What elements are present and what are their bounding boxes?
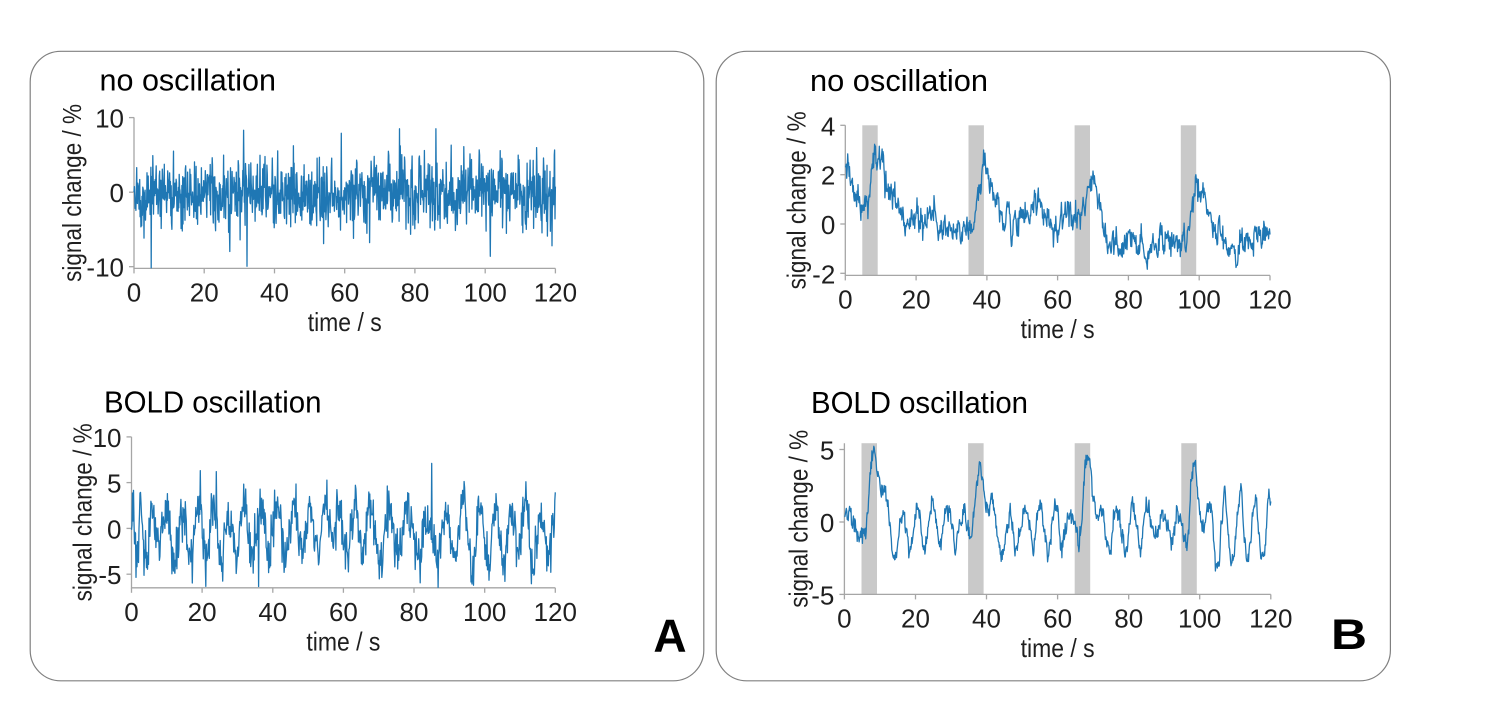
svg-text:0: 0	[821, 210, 835, 240]
svg-text:20: 20	[901, 603, 930, 633]
svg-text:10: 10	[95, 104, 124, 134]
svg-text:40: 40	[260, 277, 289, 307]
svg-text:0: 0	[124, 597, 138, 627]
svg-text:100: 100	[464, 277, 507, 307]
svg-text:4: 4	[821, 111, 835, 141]
svg-text:0: 0	[127, 277, 141, 307]
svg-text:80: 80	[400, 597, 429, 627]
svg-text:-5: -5	[811, 580, 834, 610]
svg-text:100: 100	[1178, 603, 1221, 633]
svg-text:80: 80	[1114, 284, 1143, 314]
svg-text:-5: -5	[98, 560, 121, 590]
svg-text:time / s: time / s	[1021, 314, 1095, 344]
svg-text:time / s: time / s	[1021, 633, 1095, 663]
svg-text:B: B	[1331, 611, 1367, 659]
svg-text:no oscillation: no oscillation	[100, 63, 277, 98]
svg-text:BOLD oscillation: BOLD oscillation	[104, 384, 322, 419]
svg-text:60: 60	[330, 277, 359, 307]
svg-text:120: 120	[534, 597, 577, 627]
svg-text:60: 60	[1043, 284, 1072, 314]
svg-text:time / s: time / s	[306, 627, 380, 657]
svg-text:100: 100	[463, 597, 506, 627]
svg-text:0: 0	[837, 603, 851, 633]
svg-text:signal change / %: signal change / %	[68, 423, 98, 601]
svg-text:0: 0	[820, 508, 834, 538]
svg-text:10: 10	[93, 423, 122, 453]
svg-text:BOLD oscillation: BOLD oscillation	[811, 385, 1028, 420]
svg-text:80: 80	[400, 277, 429, 307]
svg-text:80: 80	[1114, 603, 1143, 633]
svg-text:signal change / %: signal change / %	[784, 430, 814, 608]
svg-text:A: A	[653, 609, 686, 661]
svg-text:0: 0	[110, 178, 124, 208]
svg-text:5: 5	[820, 436, 834, 466]
svg-text:-10: -10	[86, 253, 124, 283]
svg-text:60: 60	[329, 597, 358, 627]
svg-text:time / s: time / s	[308, 307, 382, 337]
svg-text:-2: -2	[812, 259, 835, 289]
svg-text:no oscillation: no oscillation	[810, 63, 988, 98]
svg-text:signal change / %: signal change / %	[57, 104, 87, 282]
svg-text:40: 40	[972, 603, 1001, 633]
svg-text:20: 20	[188, 597, 217, 627]
svg-text:120: 120	[1249, 603, 1292, 633]
svg-text:60: 60	[1043, 603, 1072, 633]
svg-text:20: 20	[190, 277, 219, 307]
svg-text:20: 20	[902, 284, 931, 314]
svg-text:120: 120	[1248, 284, 1291, 314]
svg-text:120: 120	[534, 277, 577, 307]
svg-text:40: 40	[972, 284, 1001, 314]
svg-text:0: 0	[107, 514, 121, 544]
svg-text:5: 5	[107, 469, 121, 499]
svg-text:2: 2	[821, 161, 835, 191]
svg-text:0: 0	[838, 284, 852, 314]
svg-text:100: 100	[1178, 284, 1221, 314]
svg-text:40: 40	[258, 597, 287, 627]
svg-text:signal change / %: signal change / %	[782, 111, 812, 289]
